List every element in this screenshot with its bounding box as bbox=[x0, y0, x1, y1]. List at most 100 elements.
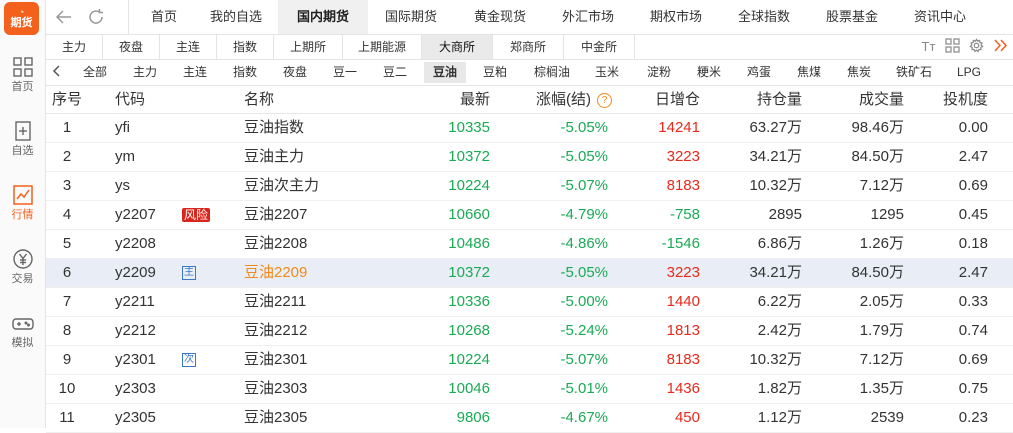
row-speculation: 0.45 bbox=[958, 206, 988, 223]
sidebar-item-simulate[interactable]: 模拟 bbox=[0, 311, 45, 355]
cat-soybean-2[interactable]: 豆二 bbox=[382, 65, 407, 79]
row-name: 豆油主力 bbox=[244, 148, 305, 165]
subtab-dce[interactable]: 大商所 bbox=[422, 35, 493, 59]
cat-starch[interactable]: 淀粉 bbox=[646, 65, 671, 79]
header-seq[interactable]: 序号 bbox=[51, 91, 82, 108]
sidebar-item-watchlist[interactable]: 自选 bbox=[0, 119, 45, 163]
row-oi-change: 1436 bbox=[666, 380, 700, 397]
cat-palm-oil[interactable]: 棕榈油 bbox=[533, 65, 570, 79]
subtab-cffex[interactable]: 中金所 bbox=[564, 35, 635, 59]
table-row[interactable]: 1 yfi 豆油指数 10335 -5.05% 14241 63.27万 98.46万 0.00 bbox=[46, 114, 1013, 143]
header-volume[interactable]: 成交量 bbox=[858, 91, 904, 108]
table-row[interactable]: 10 y2303 豆油2303 10046 -5.01% 1436 1.82万 1.35万 0.… bbox=[46, 375, 1013, 404]
subtab-czce[interactable]: 郑商所 bbox=[493, 35, 564, 59]
row-code: y2303 bbox=[115, 380, 156, 397]
row-change: -5.05% bbox=[560, 264, 608, 281]
sidebar-item-label: 首页 bbox=[11, 81, 34, 93]
tab-global-index[interactable]: 全球指数 bbox=[737, 9, 790, 24]
yen-icon bbox=[12, 249, 33, 269]
table-row[interactable]: 7 y2211 豆油2211 10336 -5.00% 1440 6.22万 2.05万 0.3… bbox=[46, 288, 1013, 317]
cat-lpg[interactable]: LPG bbox=[956, 65, 981, 79]
row-change: -4.79% bbox=[560, 206, 608, 223]
table-row[interactable]: 8 y2212 豆油2212 10268 -5.24% 1813 2.42万 1.79万 0.7… bbox=[46, 317, 1013, 346]
row-code: y2301 bbox=[115, 351, 156, 368]
layout-grid-icon[interactable] bbox=[944, 38, 961, 55]
tab-domestic-futures[interactable]: 国内期货 bbox=[278, 0, 368, 34]
table-row[interactable]: 4 y2207 豆油2207 10660 -4.79% -758 2895 1295 0.45 风… bbox=[46, 201, 1013, 230]
tab-news-center[interactable]: 资讯中心 bbox=[913, 9, 966, 24]
row-name: 豆油2212 bbox=[244, 322, 308, 339]
header-code[interactable]: 代码 bbox=[115, 91, 146, 108]
cat-egg[interactable]: 鸡蛋 bbox=[746, 65, 771, 79]
row-volume: 7.12万 bbox=[859, 177, 904, 194]
left-sidebar: ◔ 期货 首页 自选 行情 交易 模拟 bbox=[0, 0, 46, 428]
cat-coke[interactable]: 焦炭 bbox=[846, 65, 871, 79]
table-row[interactable]: 9 y2301 豆油2301 10224 -5.07% 8183 10.32万 7.12万 0.… bbox=[46, 346, 1013, 375]
tab-options[interactable]: 期权市场 bbox=[649, 9, 702, 24]
tab-home[interactable]: 首页 bbox=[150, 9, 177, 24]
help-icon[interactable]: ? bbox=[597, 92, 612, 108]
row-change: -5.05% bbox=[560, 148, 608, 165]
row-name: 豆油2303 bbox=[244, 380, 308, 397]
row-speculation: 0.00 bbox=[958, 119, 988, 136]
row-change: -5.07% bbox=[560, 177, 608, 194]
row-code: ys bbox=[115, 177, 130, 194]
row-seq: 8 bbox=[62, 322, 72, 339]
header-change[interactable]: 涨幅(结)? bbox=[496, 86, 612, 113]
cat-soybean-oil[interactable]: 豆油 bbox=[424, 62, 466, 83]
row-oi-change: 3223 bbox=[666, 264, 700, 281]
table-row[interactable]: 5 y2208 豆油2208 10486 -4.86% -1546 6.86万 1.26万 0.… bbox=[46, 230, 1013, 259]
cat-soybean-meal[interactable]: 豆粕 bbox=[482, 65, 507, 79]
tab-forex[interactable]: 外汇市场 bbox=[561, 9, 614, 24]
header-speculation[interactable]: 投机度 bbox=[942, 91, 988, 108]
tab-international-futures[interactable]: 国际期货 bbox=[384, 9, 437, 24]
header-open-interest[interactable]: 持仓量 bbox=[756, 91, 802, 108]
row-open-interest: 6.22万 bbox=[757, 293, 802, 310]
subtab-main[interactable]: 主力 bbox=[46, 35, 103, 59]
tab-gold-spot[interactable]: 黄金现货 bbox=[473, 9, 526, 24]
header-oi-change[interactable]: 日增仓 bbox=[654, 91, 700, 108]
header-name[interactable]: 名称 bbox=[244, 91, 275, 108]
double-chevron-icon[interactable] bbox=[992, 38, 1009, 55]
row-speculation: 0.69 bbox=[958, 351, 988, 368]
cat-corn[interactable]: 玉米 bbox=[594, 65, 619, 79]
cat-main[interactable]: 主力 bbox=[132, 65, 157, 79]
table-row[interactable]: 2 ym 豆油主力 10372 -5.05% 3223 34.21万 84.50万 2.47 bbox=[46, 143, 1013, 172]
subtab-index[interactable]: 指数 bbox=[217, 35, 274, 59]
header-last[interactable]: 最新 bbox=[459, 91, 490, 108]
row-oi-change: 1813 bbox=[666, 322, 700, 339]
cat-coking-coal[interactable]: 焦煤 bbox=[796, 65, 821, 79]
font-size-icon[interactable]: Tт bbox=[921, 39, 936, 54]
cat-night[interactable]: 夜盘 bbox=[282, 65, 307, 79]
logo-text: 期货 bbox=[10, 17, 33, 29]
cat-all[interactable]: 全部 bbox=[82, 65, 107, 79]
subtab-night[interactable]: 夜盘 bbox=[103, 35, 160, 59]
row-speculation: 0.74 bbox=[958, 322, 988, 339]
refresh-icon[interactable] bbox=[84, 5, 108, 29]
subtab-continuous[interactable]: 主连 bbox=[160, 35, 217, 59]
subtab-shfe[interactable]: 上期所 bbox=[274, 35, 343, 59]
tab-my-watchlist[interactable]: 我的自选 bbox=[209, 9, 262, 24]
back-arrow-icon[interactable] bbox=[52, 5, 76, 29]
row-open-interest: 6.86万 bbox=[757, 235, 802, 252]
cat-continuous[interactable]: 主连 bbox=[182, 65, 207, 79]
cat-soybean-1[interactable]: 豆一 bbox=[332, 65, 357, 79]
subtab-ine[interactable]: 上期能源 bbox=[343, 35, 422, 59]
cat-index[interactable]: 指数 bbox=[232, 65, 257, 79]
table-row[interactable]: 6 y2209 豆油2209 10372 -5.05% 3223 34.21万 84.50万 2… bbox=[46, 259, 1013, 288]
cat-rice[interactable]: 粳米 bbox=[696, 65, 721, 79]
gear-icon[interactable] bbox=[968, 38, 985, 55]
divider bbox=[128, 0, 129, 34]
chevron-left-icon[interactable] bbox=[52, 60, 62, 85]
sidebar-item-home[interactable]: 首页 bbox=[0, 55, 45, 99]
row-name: 豆油2305 bbox=[244, 409, 308, 426]
toolbar-icons: Tт bbox=[920, 38, 1009, 56]
sidebar-item-trade[interactable]: 交易 bbox=[0, 247, 45, 291]
sidebar-item-market[interactable]: 行情 bbox=[0, 183, 45, 227]
app-logo[interactable]: ◔ 期货 bbox=[4, 2, 39, 35]
table-row[interactable]: 11 y2305 豆油2305 9806 -4.67% 450 1.12万 2539 0.23 bbox=[46, 404, 1013, 433]
tab-stock-funds[interactable]: 股票基金 bbox=[825, 9, 878, 24]
row-speculation: 0.18 bbox=[958, 235, 988, 252]
cat-iron-ore[interactable]: 铁矿石 bbox=[895, 65, 932, 79]
table-row[interactable]: 3 ys 豆油次主力 10224 -5.07% 8183 10.32万 7.12万 0.69 bbox=[46, 172, 1013, 201]
